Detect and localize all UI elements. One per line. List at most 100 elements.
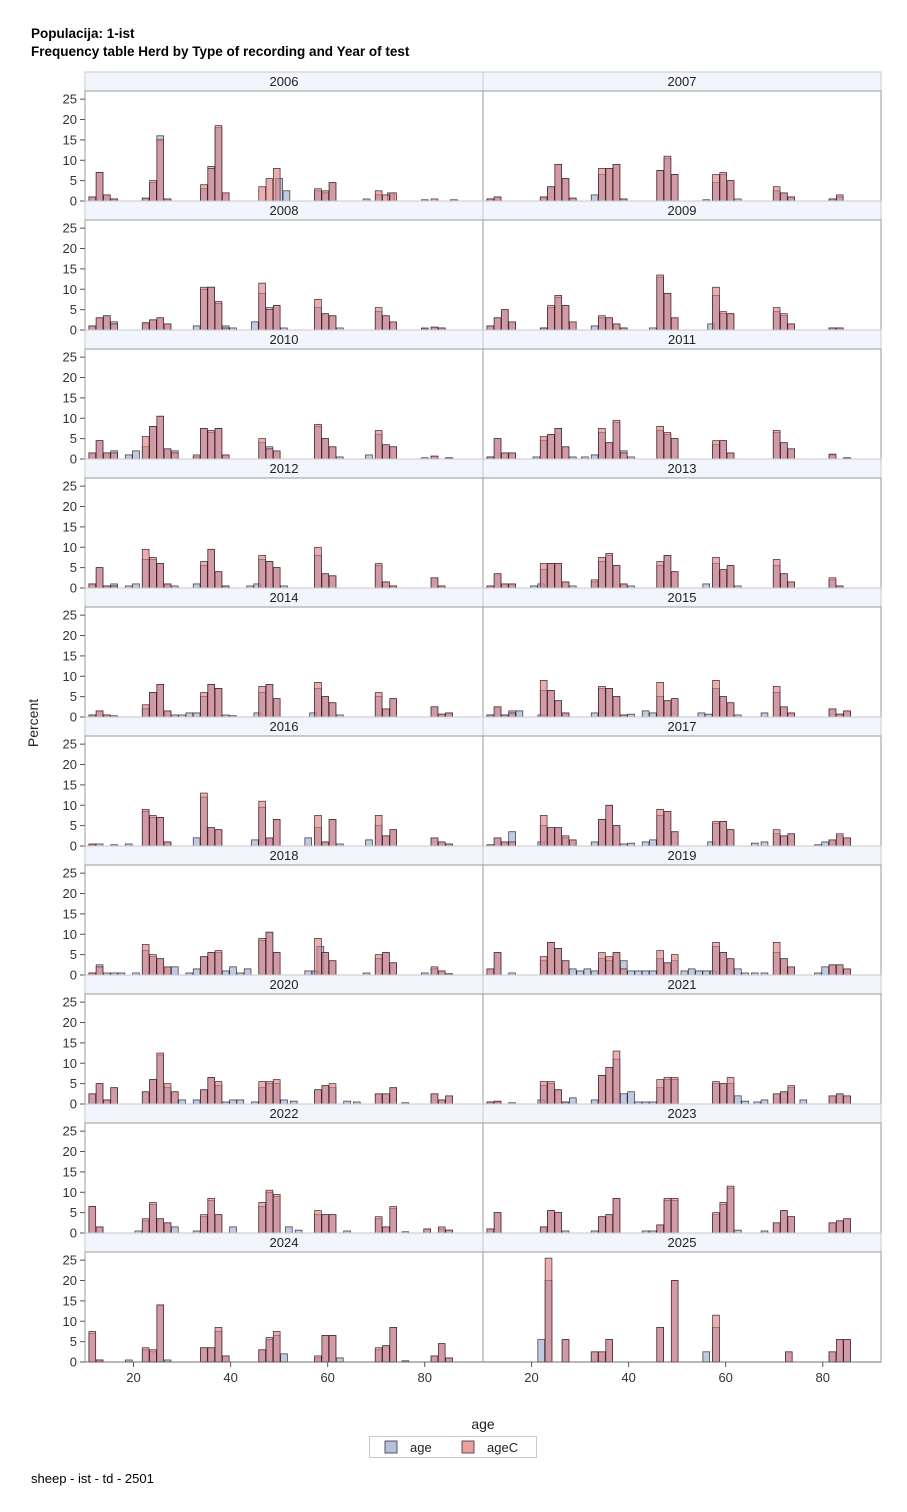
ageC-bar: [656, 1079, 664, 1105]
ageC-bar: [149, 954, 157, 976]
ageC-bar: [207, 1198, 215, 1234]
ageC-bar: [437, 1343, 446, 1363]
x-tick-label: 20: [126, 1370, 140, 1385]
ageC-bar: [670, 698, 679, 718]
ageC-bar: [547, 434, 555, 460]
ageC-bar: [547, 563, 555, 589]
ageC-bar: [437, 1099, 446, 1105]
ageC-bar: [214, 428, 223, 460]
ageC-bar: [843, 1095, 851, 1105]
ageC-bar: [598, 315, 606, 331]
ageC-bar: [554, 827, 562, 847]
y-tick-label: 15: [63, 1293, 77, 1308]
age-bar: [649, 839, 657, 847]
age-bar: [799, 1099, 808, 1105]
ageC-bar: [598, 952, 606, 976]
legend-swatch-age: [384, 1440, 398, 1454]
ageC-bar: [328, 182, 337, 202]
legend: [369, 1436, 537, 1458]
y-tick-label: 5: [70, 560, 77, 575]
ageC-bar: [554, 700, 562, 718]
ageC-bar: [663, 292, 672, 331]
age-bar: [821, 841, 829, 847]
age-bar: [222, 970, 230, 976]
ageC-bar: [772, 559, 781, 589]
ageC-bar: [389, 1327, 397, 1363]
ageC-bar: [265, 837, 274, 847]
ageC-bar: [493, 438, 502, 460]
ageC-bar: [321, 1335, 330, 1363]
age-bar: [192, 325, 201, 331]
ageC-bar: [726, 829, 735, 847]
ageC-bar: [430, 706, 439, 718]
ageC-bar: [663, 811, 672, 847]
ageC-bar: [382, 1226, 390, 1234]
ageC-bar: [598, 557, 606, 589]
ageC-bar: [272, 450, 281, 460]
ageC-bar: [612, 1198, 621, 1234]
legend-label-ageC: ageC: [487, 1440, 518, 1455]
x-tick-label: 60: [718, 1370, 732, 1385]
ageC-bar: [207, 952, 215, 976]
age-bar: [280, 1353, 288, 1363]
y-tick-label: 0: [70, 323, 77, 338]
ageC-bar: [200, 1214, 208, 1234]
ageC-bar: [214, 1327, 223, 1363]
ageC-bar: [200, 692, 208, 718]
y-tick-label: 0: [70, 968, 77, 983]
ageC-bar: [314, 424, 322, 460]
ageC-bar: [486, 325, 495, 331]
ageC-bar: [493, 1212, 502, 1234]
ageC-bar: [828, 1095, 837, 1105]
ageC-bar: [787, 1216, 795, 1234]
ageC-bar: [554, 1212, 562, 1234]
ageC-bar: [258, 937, 266, 976]
y-tick-label: 25: [63, 350, 77, 365]
ageC-bar: [171, 1091, 179, 1105]
y-tick-label: 20: [63, 757, 77, 772]
ageC-bar: [207, 1077, 215, 1105]
y-tick-label: 15: [63, 906, 77, 921]
ageC-bar: [314, 188, 322, 202]
ageC-bar: [780, 192, 788, 202]
ageC-bar: [103, 194, 111, 202]
y-tick-label: 5: [70, 302, 77, 317]
ageC-bar: [95, 1083, 104, 1105]
ageC-bar: [88, 452, 97, 460]
y-tick-label: 25: [63, 866, 77, 881]
age-bar: [124, 454, 133, 460]
ageC-bar: [656, 426, 664, 460]
ageC-bar: [612, 419, 621, 460]
ageC-bar: [547, 827, 555, 847]
ageC-bar: [670, 571, 679, 589]
ageC-bar: [780, 1091, 788, 1105]
ageC-bar: [328, 315, 337, 331]
y-tick-label: 0: [70, 581, 77, 596]
ageC-bar: [828, 708, 837, 718]
ageC-bar: [200, 792, 208, 847]
ageC-bar: [265, 1337, 274, 1363]
age-bar: [192, 837, 201, 847]
ageC-bar: [389, 962, 397, 976]
ageC-bar: [785, 1351, 793, 1363]
y-tick-label: 5: [70, 173, 77, 188]
ageC-bar: [328, 1083, 337, 1105]
ageC-bar: [445, 1357, 453, 1363]
ageC-bar: [561, 960, 570, 976]
y-tick-label: 10: [63, 798, 77, 813]
y-tick-label: 5: [70, 947, 77, 962]
ageC-bar: [328, 1335, 337, 1363]
ageC-bar: [95, 710, 104, 718]
ageC-bar: [207, 286, 215, 331]
ageC-bar: [321, 841, 330, 847]
ageC-bar: [828, 577, 837, 589]
y-tick-label: 0: [70, 839, 77, 854]
ageC-bar: [265, 561, 274, 589]
ageC-bar: [828, 964, 837, 976]
panel-year-label: 2006: [270, 74, 299, 89]
panel-year-label: 2007: [668, 74, 697, 89]
legend-swatch-ageC: [461, 1440, 475, 1454]
ageC-bar: [670, 954, 679, 976]
ageC-bar: [437, 841, 446, 847]
